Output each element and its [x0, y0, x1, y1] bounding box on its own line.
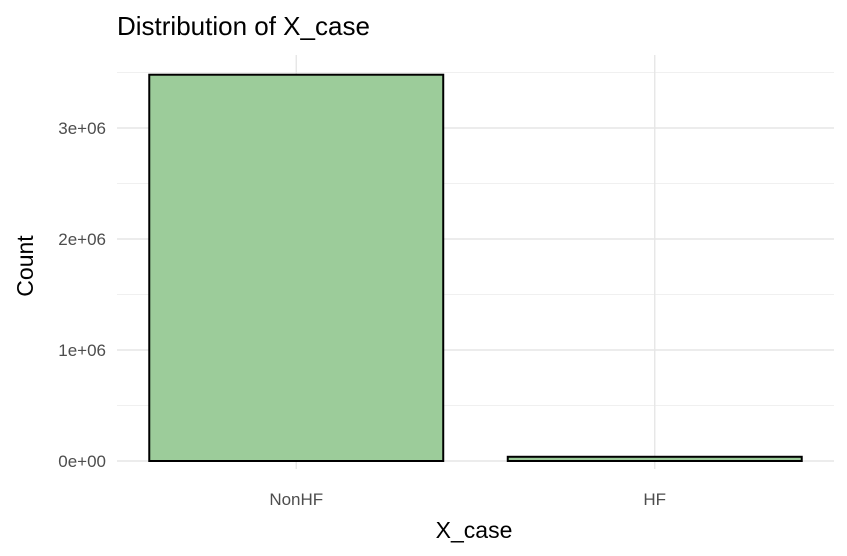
y-tick-label: 1e+06	[58, 341, 106, 360]
y-axis-title: Count	[12, 235, 38, 297]
y-tick-label: 2e+06	[58, 230, 106, 249]
chart-title: Distribution of X_case	[117, 11, 370, 41]
bars	[148, 73, 803, 463]
x-tick-label: NonHF	[269, 490, 323, 509]
x-axis-ticks: NonHF HF	[269, 490, 666, 509]
y-axis-ticks: 0e+00 1e+06 2e+06 3e+06	[58, 119, 106, 471]
x-tick-label: HF	[643, 490, 666, 509]
y-tick-label: 3e+06	[58, 119, 106, 138]
y-tick-label: 0e+00	[58, 452, 106, 471]
bar-hf	[506, 455, 803, 463]
x-axis-title: X_case	[436, 517, 513, 543]
bar-nonhf	[148, 73, 445, 462]
